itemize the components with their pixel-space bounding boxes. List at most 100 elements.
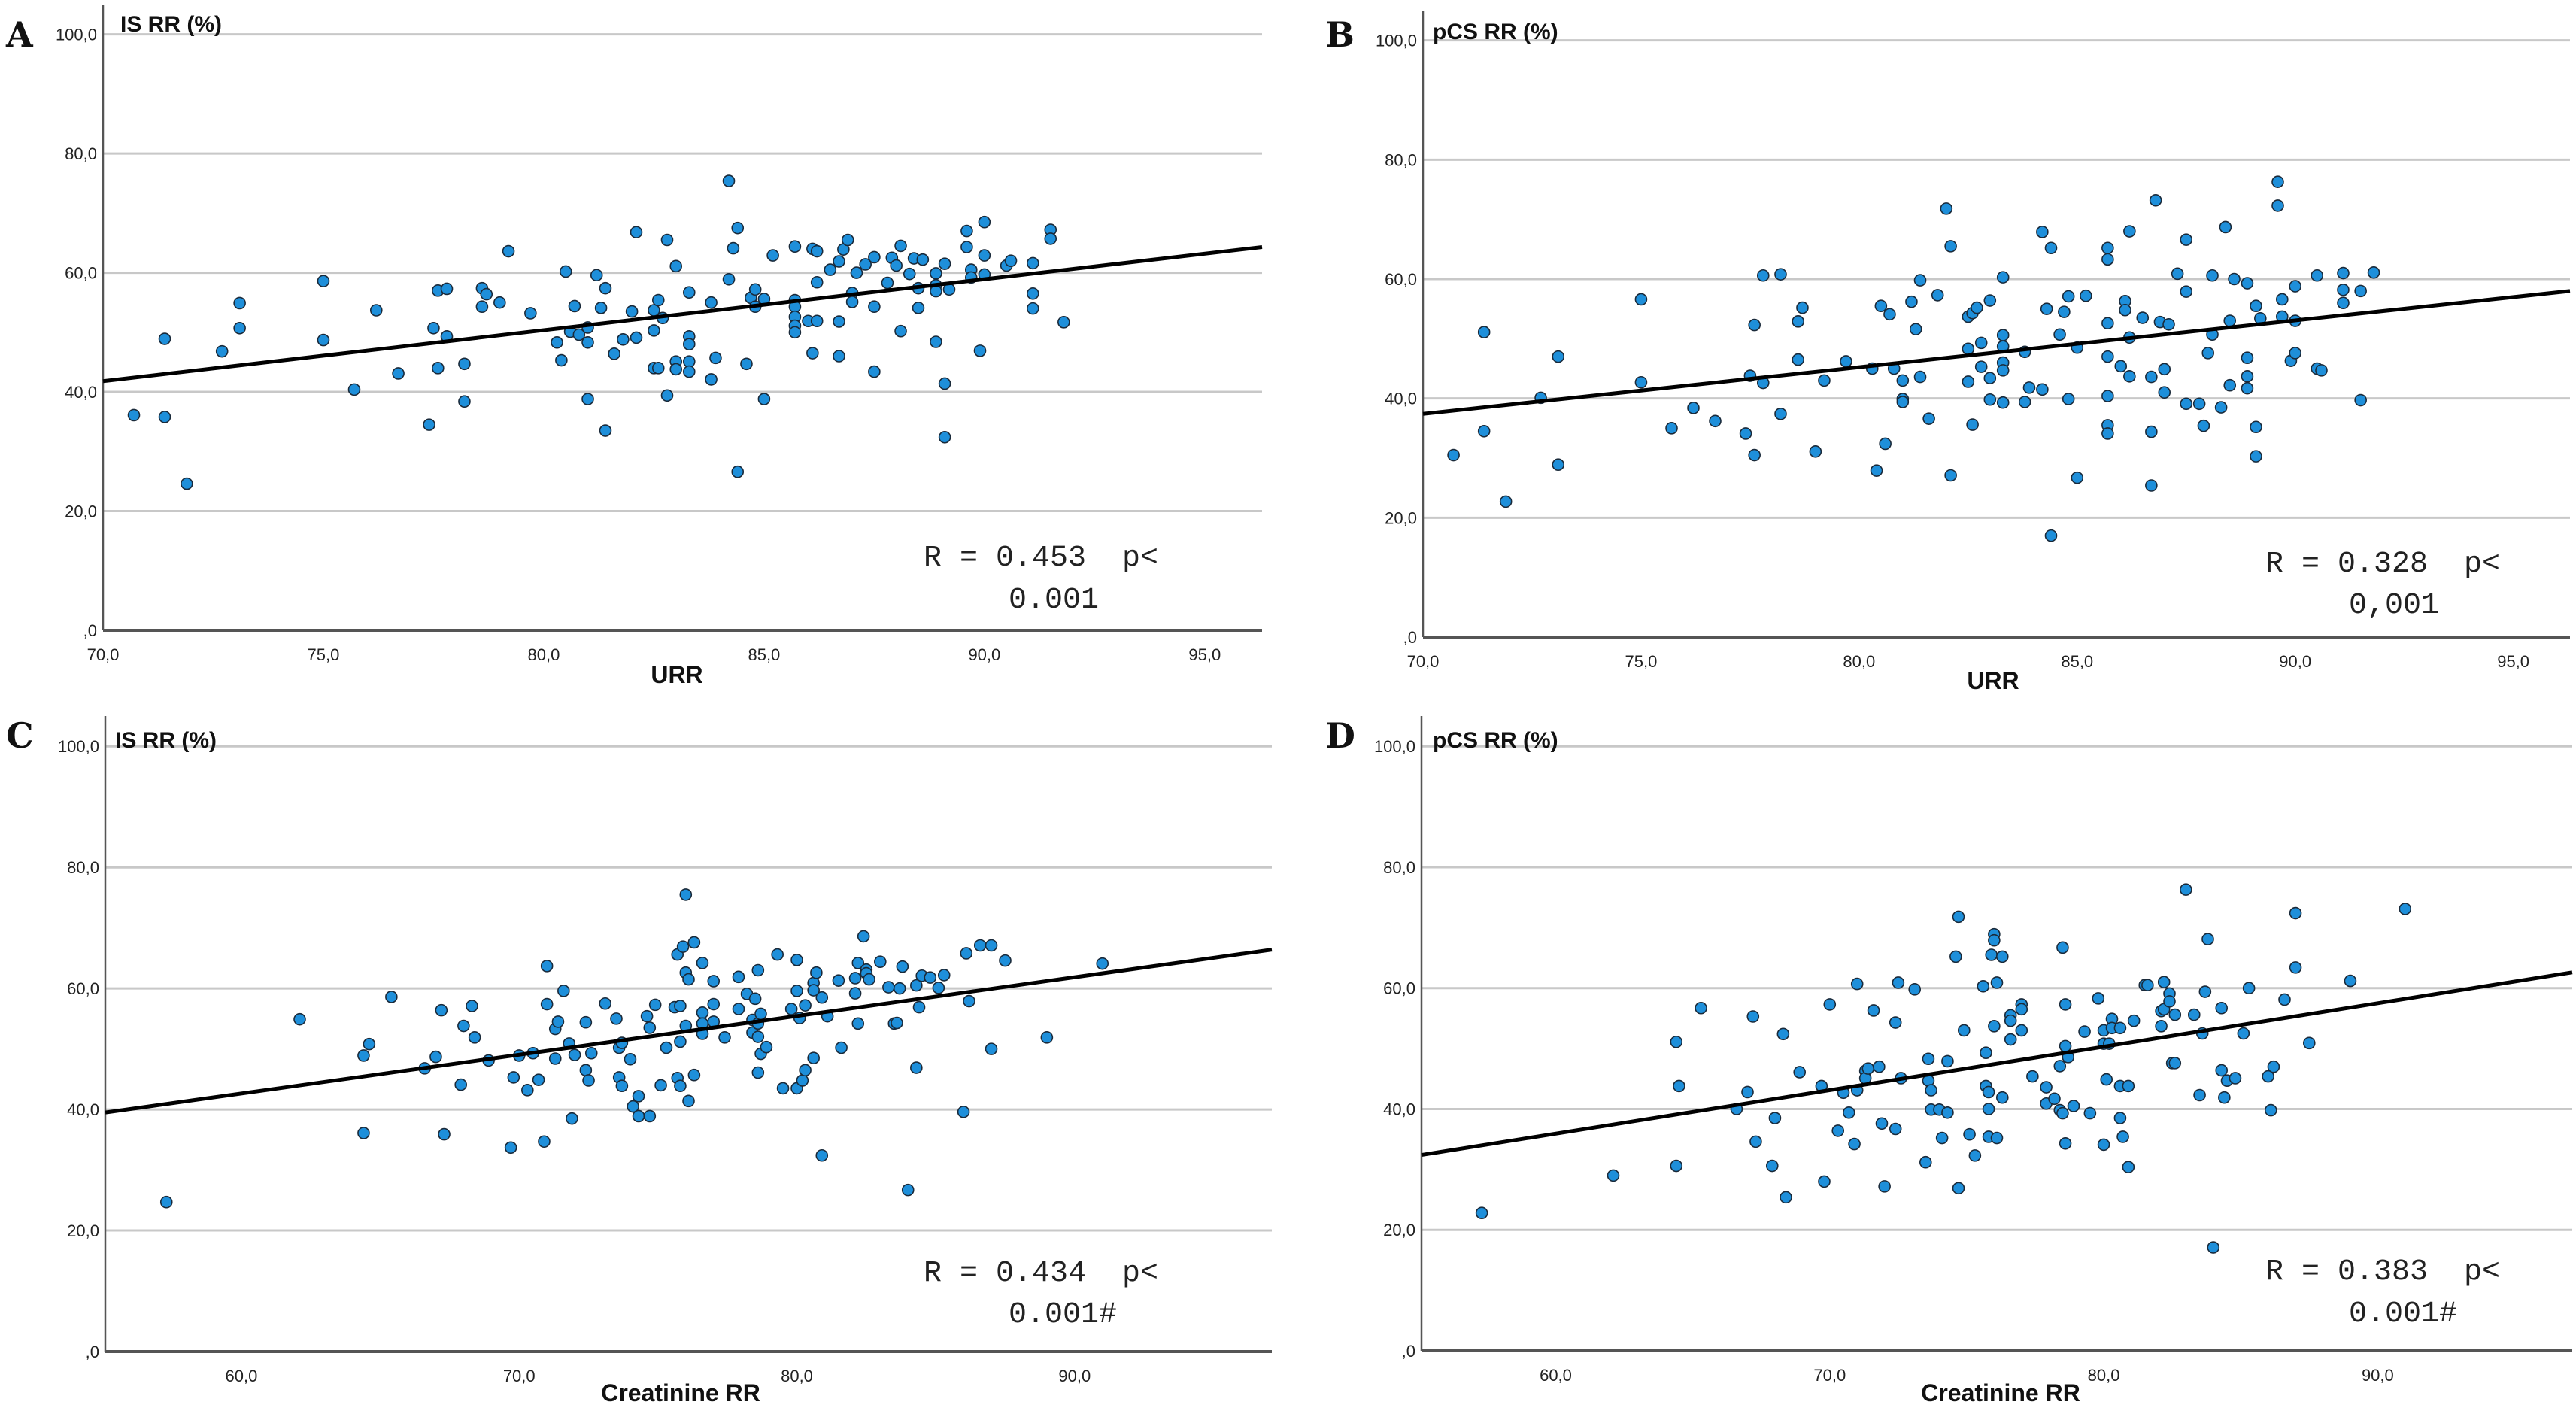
- data-point: [1962, 342, 1975, 356]
- y-axis-title: IS RR (%): [115, 728, 217, 753]
- data-point: [2289, 280, 2301, 293]
- data-point: [2241, 381, 2254, 395]
- data-point: [810, 275, 824, 289]
- data-point: [2276, 293, 2289, 306]
- data-point: [916, 253, 930, 266]
- panel-b: ,0 20,0 40,0 60,0 80,0 100,0 70,0 75,0 80,0 85,0 9…: [1325, 11, 2571, 694]
- correlation-annotation: R = 0.328 p<: [2265, 548, 2500, 581]
- data-point: [2092, 992, 2105, 1005]
- data-point: [1892, 976, 1905, 989]
- data-point: [833, 315, 845, 328]
- data-point: [2267, 1060, 2280, 1073]
- data-point: [2241, 351, 2254, 365]
- data-point: [2067, 1100, 2080, 1112]
- x-tick-label: 80,0: [781, 1367, 813, 1385]
- data-point: [1840, 355, 1852, 368]
- data-point: [2145, 479, 2158, 492]
- data-point: [127, 408, 141, 422]
- data-point: [2289, 906, 2302, 920]
- data-point: [1756, 269, 1770, 282]
- data-point: [2250, 420, 2262, 434]
- correlation-annotation: R = 0.434 p<: [924, 1257, 1158, 1291]
- data-point: [2040, 302, 2053, 315]
- data-point: [540, 960, 554, 973]
- data-point: [857, 930, 870, 943]
- data-point: [660, 1041, 673, 1054]
- data-point: [559, 265, 572, 278]
- data-point: [2101, 317, 2114, 330]
- data-point: [732, 970, 745, 984]
- data-point: [1982, 1085, 1995, 1099]
- data-point: [1823, 998, 1837, 1011]
- data-point: [2180, 285, 2193, 298]
- data-point: [1739, 427, 1752, 440]
- data-point: [682, 365, 696, 378]
- data-point: [493, 296, 506, 309]
- data-point: [435, 1003, 448, 1017]
- x-tick-label: 95,0: [1188, 645, 1221, 664]
- y-tick-label: ,0: [1402, 1342, 1415, 1361]
- data-point: [2059, 1039, 2072, 1053]
- data-point: [2367, 266, 2380, 279]
- data-point: [627, 1100, 639, 1113]
- data-point: [1883, 308, 1896, 321]
- data-point: [158, 411, 171, 423]
- data-point: [1913, 370, 1927, 384]
- data-point: [1027, 302, 1039, 315]
- y-tick-label: 20,0: [1385, 508, 1417, 527]
- data-point: [890, 259, 903, 272]
- data-point: [427, 321, 440, 335]
- y-tick-label: 20,0: [67, 1221, 99, 1240]
- y-tick-label: 20,0: [1383, 1221, 1415, 1240]
- y-tick-label: 40,0: [65, 383, 97, 402]
- data-point: [1940, 202, 1953, 215]
- data-point: [845, 296, 859, 308]
- data-point: [1922, 412, 1935, 425]
- data-point: [851, 1017, 865, 1030]
- data-point: [985, 1042, 998, 1055]
- data-point: [2157, 976, 2171, 988]
- data-point: [610, 1012, 623, 1025]
- data-point: [1792, 315, 1804, 328]
- data-point: [1941, 1106, 1954, 1119]
- data-point: [630, 331, 643, 344]
- data-point: [674, 1035, 687, 1048]
- x-tick-label: 80,0: [2088, 1366, 2120, 1385]
- data-point: [1971, 301, 1983, 314]
- data-point: [540, 997, 554, 1011]
- data-point: [1966, 418, 1979, 431]
- data-point: [850, 266, 863, 279]
- data-point: [2163, 995, 2176, 1008]
- regression-line: [1421, 970, 2573, 1158]
- data-point: [2180, 883, 2192, 896]
- data-point: [848, 987, 862, 1000]
- data-point: [1687, 402, 1700, 414]
- data-point: [1996, 396, 2010, 409]
- y-tick-label: 80,0: [1385, 150, 1417, 169]
- data-point: [1875, 1117, 1889, 1130]
- data-point: [581, 393, 594, 405]
- data-point: [1027, 256, 1039, 270]
- data-point: [480, 287, 493, 301]
- data-point: [1818, 374, 1831, 387]
- panel-d: ,0 20,0 40,0 60,0 80,0 100,0 60,0 70,0 80,0 90,0 D…: [1325, 715, 2573, 1406]
- data-point: [751, 1030, 765, 1043]
- data-point: [679, 888, 693, 901]
- data-point: [1913, 274, 1927, 287]
- data-point: [1774, 268, 1787, 281]
- data-point: [429, 1050, 442, 1064]
- data-point: [2207, 1241, 2220, 1254]
- data-point: [2229, 1072, 2242, 1085]
- data-point: [2048, 1092, 2061, 1106]
- data-point: [2116, 1130, 2129, 1143]
- data-point: [771, 948, 784, 961]
- regression-line: [105, 948, 1273, 1115]
- data-point: [1962, 375, 1975, 388]
- data-point: [912, 302, 925, 314]
- data-point: [1665, 422, 1678, 435]
- data-point: [674, 1079, 687, 1093]
- data-point: [705, 296, 718, 309]
- data-point: [960, 224, 973, 238]
- y-tick-label: 40,0: [1383, 1100, 1415, 1118]
- data-point: [930, 284, 942, 298]
